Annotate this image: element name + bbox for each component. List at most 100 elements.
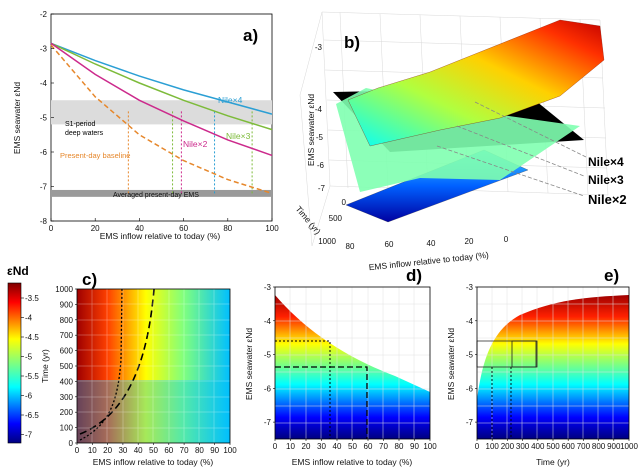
c-xtick-9: 90 bbox=[210, 446, 219, 455]
grid-d bbox=[275, 287, 430, 439]
c-ytick-8: 800 bbox=[60, 316, 74, 325]
a-xtick-5: 100 bbox=[265, 224, 279, 233]
a-ytick-6: -2 bbox=[40, 10, 48, 19]
contour-c-2 bbox=[79, 288, 155, 435]
b-ytick-2: 1000 bbox=[318, 237, 336, 246]
e-xtick-7: 700 bbox=[577, 442, 591, 451]
panel-b-label: b) bbox=[344, 33, 360, 52]
b-ztick-2: -5 bbox=[316, 133, 324, 142]
c-ytick-6: 600 bbox=[60, 347, 74, 356]
d-xtick-4: 40 bbox=[333, 442, 342, 451]
d-ytick-0: -7 bbox=[264, 418, 272, 427]
e-xtick-4: 400 bbox=[531, 442, 545, 451]
b-ztick-3: -4 bbox=[315, 105, 323, 114]
d-ytick-3: -4 bbox=[264, 317, 272, 326]
c-xtick-3: 30 bbox=[118, 446, 127, 455]
panel-a-ylabel: EMS seawater εNd bbox=[12, 82, 22, 155]
b-ztick-0: -7 bbox=[318, 184, 326, 193]
a-xtick-0: 0 bbox=[49, 224, 54, 233]
c-ytick-3: 300 bbox=[60, 393, 74, 402]
b-ytick-1: 500 bbox=[329, 214, 343, 223]
series-line-3 bbox=[50, 44, 273, 195]
cb-tick-4: -5.5 bbox=[25, 372, 39, 381]
guide-e bbox=[491, 367, 512, 439]
d-ytick-2: -5 bbox=[264, 351, 272, 360]
panel-c-label: c) bbox=[82, 270, 97, 289]
b-xtick-4: 0 bbox=[504, 235, 509, 244]
surface-upper bbox=[347, 19, 605, 147]
c-ytick-9: 900 bbox=[60, 300, 74, 309]
b-xtick-2: 40 bbox=[427, 239, 436, 248]
panel-d-ylabel: EMS seawater εNd bbox=[244, 328, 254, 401]
band-label-present-ems: Averaged present-day EMS bbox=[113, 192, 199, 199]
panel-b-ylabel: Time (yr) bbox=[294, 204, 323, 236]
guide-d-2 bbox=[275, 366, 368, 439]
c-xtick-0: 0 bbox=[75, 446, 80, 455]
a-xtick-3: 60 bbox=[179, 224, 188, 233]
c-xtick-4: 40 bbox=[134, 446, 143, 455]
contour-c-1 bbox=[79, 288, 123, 441]
b-xtick-3: 20 bbox=[465, 237, 474, 246]
panel-b-xlabel: EMS inflow relative to today (%) bbox=[368, 250, 489, 273]
cb-tick-3: -5 bbox=[25, 353, 33, 362]
a-xtick-4: 80 bbox=[223, 224, 232, 233]
c-ytick-1: 100 bbox=[60, 424, 74, 433]
series-line-2 bbox=[50, 42, 273, 157]
band-label-s1-line2: deep waters bbox=[65, 130, 104, 137]
c-xtick-5: 50 bbox=[149, 446, 158, 455]
a-ytick-2: -6 bbox=[40, 148, 48, 157]
band-label-s1-line1: S1-period bbox=[65, 121, 95, 128]
label-nile2: Nile×2 bbox=[183, 139, 208, 149]
e-ytick-3: -4 bbox=[466, 317, 474, 326]
panel-d-xlabel: EMS inflow relative to today (%) bbox=[292, 457, 413, 467]
cb-tick-6: -6.5 bbox=[25, 411, 39, 420]
panel-e-xlabel: Time (yr) bbox=[536, 457, 570, 467]
d-xtick-10: 100 bbox=[423, 442, 437, 451]
panel-d-label: d) bbox=[406, 266, 422, 285]
panel-a-label: a) bbox=[243, 26, 258, 45]
c-ytick-5: 500 bbox=[60, 362, 74, 371]
d-ytick-4: -3 bbox=[264, 283, 272, 292]
d-xtick-3: 30 bbox=[317, 442, 326, 451]
e-xtick-9: 900 bbox=[607, 442, 621, 451]
band-1 bbox=[51, 189, 272, 197]
label-b-nile3: Nile×3 bbox=[588, 173, 624, 187]
d-xtick-2: 20 bbox=[302, 442, 311, 451]
panel-c: 0 10 20 30 40 50 60 70 80 90 100010020030040050060… bbox=[40, 270, 237, 467]
cb-tick-2: -4.5 bbox=[25, 333, 39, 342]
series-line-1 bbox=[50, 42, 273, 131]
cb-tick-0: -3.5 bbox=[25, 294, 39, 303]
a-xtick-2: 40 bbox=[135, 224, 144, 233]
e-ytick-2: -5 bbox=[466, 351, 474, 360]
colorbar-label: εNd bbox=[7, 264, 29, 278]
d-xtick-1: 10 bbox=[286, 442, 295, 451]
c-xtick-1: 10 bbox=[88, 446, 97, 455]
c-ytick-10: 1000 bbox=[55, 285, 73, 294]
pointer-lines bbox=[436, 101, 587, 197]
c-xtick-10: 100 bbox=[223, 446, 237, 455]
c-ytick-2: 200 bbox=[60, 408, 74, 417]
e-xtick-1: 100 bbox=[486, 442, 500, 451]
e-ytick-0: -7 bbox=[466, 418, 474, 427]
panel-c-ylabel: Time (yr) bbox=[40, 349, 50, 383]
d-ytick-1: -6 bbox=[264, 384, 272, 393]
d-xtick-9: 90 bbox=[410, 442, 419, 451]
e-ytick-1: -6 bbox=[466, 384, 474, 393]
panel-e-ylabel: EMS seawater εNd bbox=[446, 328, 456, 401]
a-xtick-1: 20 bbox=[91, 224, 100, 233]
e-xtick-5: 500 bbox=[546, 442, 560, 451]
e-xtick-0: 0 bbox=[475, 442, 480, 451]
c-xtick-8: 80 bbox=[195, 446, 204, 455]
b-ztick-1: -6 bbox=[317, 161, 325, 170]
cb-tick-1: -4 bbox=[25, 314, 33, 323]
c-xtick-7: 70 bbox=[180, 446, 189, 455]
panel-e-label: e) bbox=[604, 266, 619, 285]
b-ztick-4: -3 bbox=[315, 43, 323, 52]
a-ytick-1: -7 bbox=[40, 183, 48, 192]
b-xtick-1: 60 bbox=[385, 240, 394, 249]
label-nile3: Nile×3 bbox=[226, 131, 251, 141]
panel-c-xlabel: EMS inflow relative to today (%) bbox=[93, 457, 214, 467]
label-baseline: Present-day baseline bbox=[60, 151, 130, 160]
d-xtick-0: 0 bbox=[273, 442, 278, 451]
